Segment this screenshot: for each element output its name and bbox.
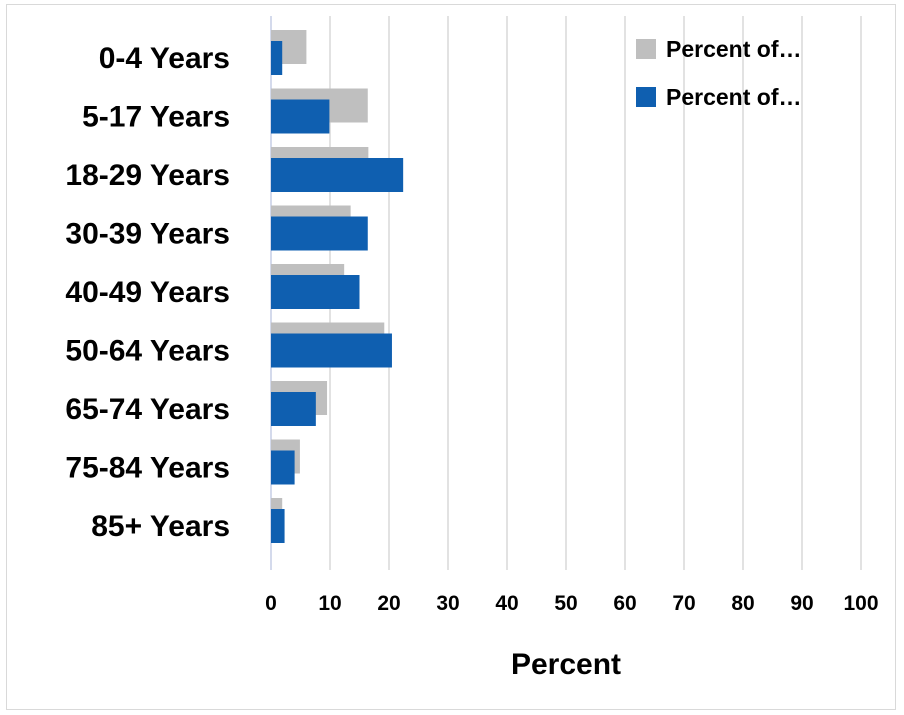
bars	[271, 30, 404, 543]
x-tick-label: 100	[843, 592, 878, 615]
chart-frame	[6, 4, 896, 710]
bar-series-2	[271, 41, 283, 75]
x-axis-title: Percent	[511, 648, 621, 681]
category-label: 18-29 Years	[65, 159, 230, 192]
bar-series-2	[271, 333, 392, 368]
category-labels: 0-4 Years 5-17 Years 18-29 Years 30-39 Year…	[65, 42, 230, 543]
x-tick-label: 50	[554, 592, 577, 615]
legend-label-series-1: Percent of…	[666, 36, 801, 62]
x-tick-label: 80	[731, 592, 754, 615]
legend: Percent of… Percent of…	[636, 36, 801, 110]
category-label: 50-64 Years	[65, 335, 230, 368]
legend-swatch-gray	[636, 39, 656, 59]
bar-series-2	[271, 509, 285, 543]
category-label: 30-39 Years	[65, 218, 230, 251]
x-tick-label: 0	[265, 592, 277, 615]
x-tick-label: 70	[672, 592, 695, 615]
x-tick-label: 40	[495, 592, 518, 615]
x-tick-labels: 0 10 20 30 40 50 60 70 80 90 100	[265, 592, 878, 615]
x-tick-label: 10	[318, 592, 341, 615]
x-tick-label: 20	[377, 592, 400, 615]
bar-series-2	[271, 99, 330, 134]
category-label: 40-49 Years	[65, 276, 230, 309]
category-label: 5-17 Years	[82, 101, 230, 134]
x-tick-label: 30	[436, 592, 459, 615]
bar-series-2	[271, 158, 404, 192]
category-label: 65-74 Years	[65, 393, 230, 426]
bar-series-2	[271, 392, 316, 426]
legend-swatch-blue	[636, 87, 656, 107]
legend-label-series-2: Percent of…	[666, 84, 801, 110]
category-label: 85+ Years	[91, 510, 230, 543]
bar-series-2	[271, 216, 368, 251]
bar-series-2	[271, 275, 360, 309]
bar-series-2	[271, 450, 295, 485]
x-tick-label: 60	[613, 592, 636, 615]
category-label: 0-4 Years	[99, 42, 230, 75]
category-label: 75-84 Years	[65, 452, 230, 485]
x-tick-label: 90	[790, 592, 813, 615]
